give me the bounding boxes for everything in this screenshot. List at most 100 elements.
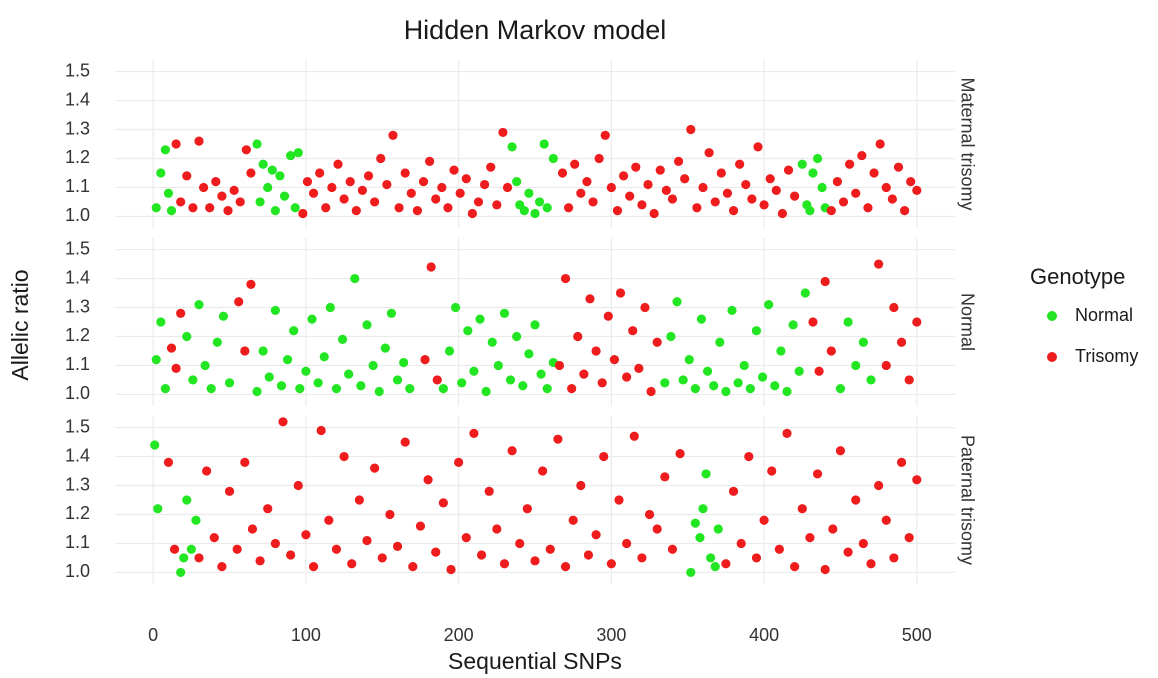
data-point bbox=[715, 337, 725, 347]
data-point bbox=[612, 206, 623, 216]
data-point bbox=[576, 188, 586, 198]
data-point bbox=[363, 171, 374, 181]
data-point bbox=[333, 159, 343, 169]
data-point bbox=[354, 495, 364, 505]
data-point bbox=[327, 182, 337, 193]
data-point bbox=[212, 337, 222, 347]
data-point bbox=[690, 518, 700, 528]
data-point bbox=[507, 446, 517, 456]
data-point bbox=[282, 355, 293, 365]
data-point bbox=[357, 185, 368, 195]
data-point bbox=[505, 375, 516, 385]
data-point bbox=[394, 203, 404, 213]
data-point bbox=[449, 165, 459, 175]
data-point bbox=[770, 381, 780, 391]
data-point bbox=[843, 547, 853, 557]
x-tick-label: 400 bbox=[749, 625, 779, 645]
data-point bbox=[644, 509, 655, 520]
data-point bbox=[640, 302, 650, 313]
data-point bbox=[783, 165, 794, 175]
data-point bbox=[686, 124, 696, 135]
data-point bbox=[475, 314, 485, 324]
data-point bbox=[560, 273, 571, 284]
data-point bbox=[701, 469, 711, 479]
data-point bbox=[800, 288, 810, 298]
data-point bbox=[698, 504, 708, 514]
data-point bbox=[191, 515, 201, 525]
y-tick-label: 1.5 bbox=[65, 60, 90, 80]
data-point bbox=[499, 559, 510, 569]
data-point bbox=[166, 206, 177, 216]
data-point bbox=[188, 203, 198, 213]
data-point bbox=[469, 366, 479, 376]
data-point bbox=[634, 363, 644, 373]
data-point bbox=[660, 378, 670, 388]
data-point bbox=[704, 148, 714, 158]
data-point bbox=[476, 550, 487, 560]
data-point bbox=[217, 191, 227, 201]
data-point bbox=[797, 504, 807, 514]
data-point bbox=[295, 384, 305, 394]
data-point bbox=[289, 326, 299, 336]
data-point bbox=[153, 504, 163, 514]
data-point bbox=[461, 533, 471, 543]
data-point bbox=[568, 515, 578, 525]
data-point bbox=[224, 486, 235, 496]
data-point bbox=[735, 159, 745, 169]
data-point bbox=[423, 475, 433, 485]
data-point bbox=[480, 179, 490, 190]
data-point bbox=[524, 349, 534, 359]
data-point bbox=[808, 317, 818, 327]
data-point bbox=[264, 372, 274, 382]
data-point bbox=[347, 559, 357, 569]
data-point bbox=[874, 259, 884, 269]
data-point bbox=[564, 203, 574, 213]
data-point bbox=[438, 498, 448, 508]
data-point bbox=[263, 182, 273, 193]
data-point bbox=[597, 378, 607, 388]
data-point bbox=[467, 208, 477, 219]
data-point bbox=[869, 168, 879, 178]
data-point bbox=[405, 384, 415, 394]
data-point bbox=[339, 451, 349, 462]
data-point bbox=[710, 197, 720, 207]
data-point bbox=[684, 355, 694, 365]
data-point bbox=[229, 185, 239, 195]
data-point bbox=[805, 533, 815, 543]
data-point bbox=[463, 326, 473, 336]
data-point bbox=[709, 381, 719, 391]
data-point bbox=[835, 384, 846, 394]
data-point bbox=[270, 305, 280, 316]
data-point bbox=[573, 331, 583, 342]
data-point bbox=[246, 168, 256, 178]
data-point bbox=[515, 538, 525, 549]
data-point bbox=[643, 179, 653, 190]
data-point bbox=[507, 142, 517, 152]
data-point bbox=[151, 355, 161, 365]
data-point bbox=[538, 466, 548, 476]
data-point bbox=[258, 159, 268, 169]
data-point bbox=[764, 300, 774, 310]
data-point bbox=[286, 550, 296, 560]
data-point bbox=[308, 562, 319, 572]
data-point bbox=[293, 480, 303, 491]
data-point bbox=[267, 165, 277, 175]
data-point bbox=[637, 553, 647, 563]
data-point bbox=[542, 384, 552, 394]
data-point bbox=[530, 320, 540, 330]
data-point bbox=[234, 297, 244, 307]
data-point bbox=[443, 203, 453, 213]
data-point bbox=[814, 366, 824, 376]
data-point bbox=[258, 346, 268, 356]
data-point bbox=[745, 384, 755, 394]
data-point bbox=[484, 486, 494, 496]
data-point bbox=[444, 346, 455, 356]
data-point bbox=[629, 431, 639, 441]
data-point bbox=[614, 495, 624, 505]
data-point bbox=[524, 188, 534, 198]
data-point bbox=[240, 457, 250, 467]
data-point bbox=[660, 472, 670, 482]
data-point bbox=[179, 553, 189, 563]
data-point bbox=[896, 457, 907, 467]
